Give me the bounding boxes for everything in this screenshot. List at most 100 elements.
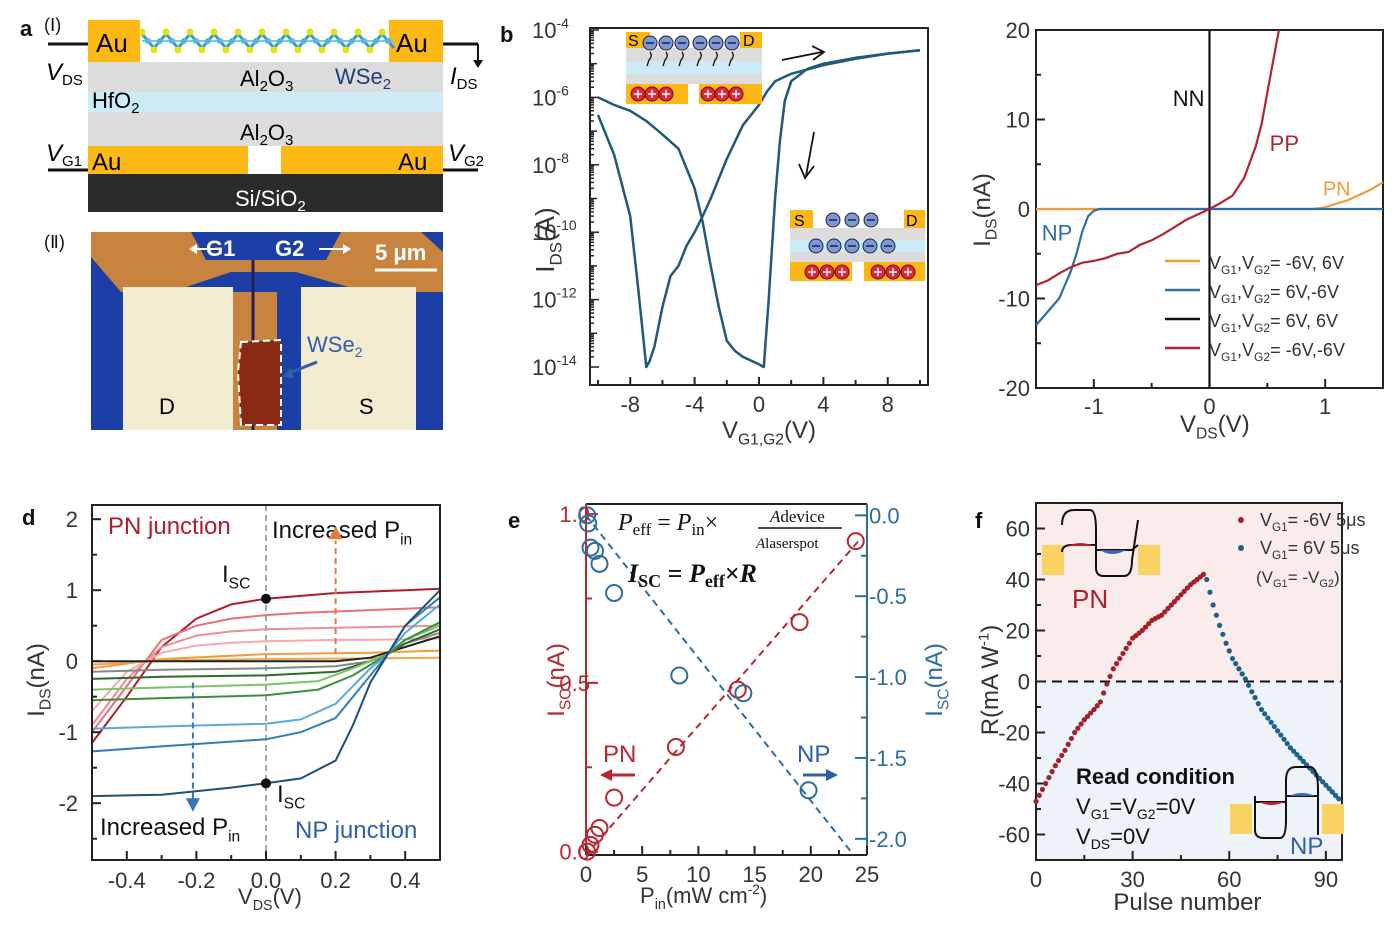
right-y-tick-label: -0.5: [869, 584, 907, 609]
wse2-lattice: [138, 28, 396, 54]
al2o3-bottom-label: Al2O3: [240, 120, 293, 149]
tunnel-arrow-icon: [662, 51, 668, 67]
data-point-depress: [1181, 588, 1187, 594]
sweep-arrow-down-head: [798, 163, 815, 180]
y-tick-label: -60: [998, 823, 1030, 848]
data-point-depress: [1107, 673, 1113, 679]
data-point-potentiate: [1258, 706, 1265, 713]
au-label-tr: Au: [396, 28, 428, 58]
np-band-inset: [1230, 766, 1344, 839]
x-tick-label: 0.0: [251, 868, 282, 893]
isc-top-label: ISC: [222, 561, 250, 593]
data-point-depress: [1052, 763, 1058, 769]
data-point-potentiate: [1207, 589, 1213, 595]
series-line-pp: [1035, 29, 1280, 287]
x-axis-label: VDS(V): [238, 884, 302, 914]
chart-b: -8 -4 0 4 8 10-4 10-6 10-8 10-10 10-12 10-14 VG1,G2…: [530, 15, 929, 449]
electron-pocket: [1289, 793, 1315, 796]
data-point-potentiate: [1281, 736, 1287, 742]
selenium-atom: [246, 46, 254, 54]
selenium-atom: [366, 46, 374, 54]
selenium-atom: [198, 46, 206, 54]
legend-entry-blue: VG1= 6V 5μs: [1260, 538, 1360, 562]
drain-pad: [123, 287, 233, 430]
panel-f-label: f: [975, 508, 983, 533]
x-axis-label: Pulse number: [1113, 889, 1261, 916]
data-point-depress: [1110, 666, 1116, 672]
valence-band: [1061, 544, 1139, 553]
legend-entry-pp: VG1,VG2= -6V,-6V: [1209, 340, 1345, 364]
chart-f: 0 30 60 90 60 40 20 0 -20 -40 -60 Pulse number R(mA …: [976, 502, 1366, 916]
x-tick-label: 20: [799, 862, 823, 887]
ids-arrow-head: [473, 60, 483, 68]
tungsten-atom: [349, 38, 355, 44]
source-pad: [301, 287, 416, 430]
hole-pocket: [1068, 543, 1094, 546]
tungsten-atom: [265, 38, 271, 44]
au-label-bl: Au: [92, 149, 121, 176]
pn-label: PN: [603, 741, 636, 768]
data-point-potentiate: [1294, 752, 1300, 758]
y-tick-label: 10-10: [532, 217, 577, 245]
np-arrow-head: [826, 769, 838, 781]
x-tick-label: 4: [817, 392, 829, 417]
tunnel-arrow-icon: [728, 51, 734, 67]
tungsten-atom: [361, 38, 367, 44]
x-tick-label: 0: [580, 862, 592, 887]
data-point-depress: [1088, 710, 1094, 716]
tungsten-atom: [325, 38, 331, 44]
data-point-depress: [1036, 792, 1042, 798]
right-y-tick-label: -2.0: [869, 827, 907, 852]
iv-curve-np: [91, 603, 441, 730]
label-np: NP: [1042, 220, 1073, 245]
data-point-depress: [1068, 735, 1075, 742]
data-point-depress: [1055, 757, 1062, 764]
inset-al2o3: [626, 74, 762, 84]
gate-g1-electrode: [88, 146, 248, 174]
left-y-axis-label: ISC(nA): [543, 643, 575, 717]
chart-d: -0.4 -0.2 0.0 0.2 0.4 2 1 0 -1 -2 VDS(V) IDS(nA) PN …: [23, 504, 441, 914]
inset-contact-right: [1138, 545, 1160, 575]
data-point-potentiate: [1223, 640, 1229, 646]
data-point-depress: [1120, 650, 1126, 657]
tungsten-atom: [313, 38, 319, 44]
chart-c: -1 0 120100-10-20VDS(V)IDS(nA)NNPPPNNPVG1,…: [969, 18, 1384, 443]
x-tick-label: 60: [1217, 867, 1241, 892]
iv-curve-np: [91, 589, 441, 798]
y-tick-label: 2: [66, 507, 78, 532]
au-label-tl: Au: [96, 28, 128, 58]
iv-curve-pn: [91, 624, 441, 726]
selenium-atom: [162, 28, 170, 36]
series-line-forward: [596, 49, 921, 369]
data-point-np: [578, 506, 597, 525]
conduction-band: [1061, 509, 1139, 577]
inset-s-label: S: [794, 213, 805, 230]
tungsten-atom: [289, 38, 295, 44]
x-tick-label: 15: [742, 862, 766, 887]
data-point-potentiate: [1245, 682, 1252, 688]
data-point-np: [670, 666, 689, 685]
tungsten-atom: [157, 38, 163, 44]
data-point-potentiate: [1265, 715, 1271, 721]
x-tick-label: -0.2: [177, 868, 215, 893]
np-junction-label: NP junction: [295, 817, 417, 844]
selenium-atom: [378, 28, 386, 36]
data-point-pn: [605, 788, 624, 807]
data-point-depress: [1126, 640, 1133, 646]
data-point-potentiate: [1284, 740, 1290, 747]
iv-curve-zero: [92, 635, 441, 663]
data-point-depress: [1123, 645, 1129, 651]
right-y-tick-label: -1.0: [869, 665, 907, 690]
inset-source-pad: [790, 210, 813, 228]
data-point-depress: [1117, 655, 1123, 662]
panel-a-sub2-label: (Ⅱ): [44, 232, 65, 252]
data-point-depress: [1043, 780, 1049, 787]
x-tick-label: 1: [1319, 394, 1331, 419]
selenium-atom: [258, 28, 266, 36]
tungsten-atom: [217, 38, 223, 44]
left-y-tick-label: 0.5: [559, 671, 590, 696]
data-point-depress: [1075, 725, 1081, 731]
selenium-atom: [186, 28, 194, 36]
selenium-atom: [150, 46, 158, 54]
